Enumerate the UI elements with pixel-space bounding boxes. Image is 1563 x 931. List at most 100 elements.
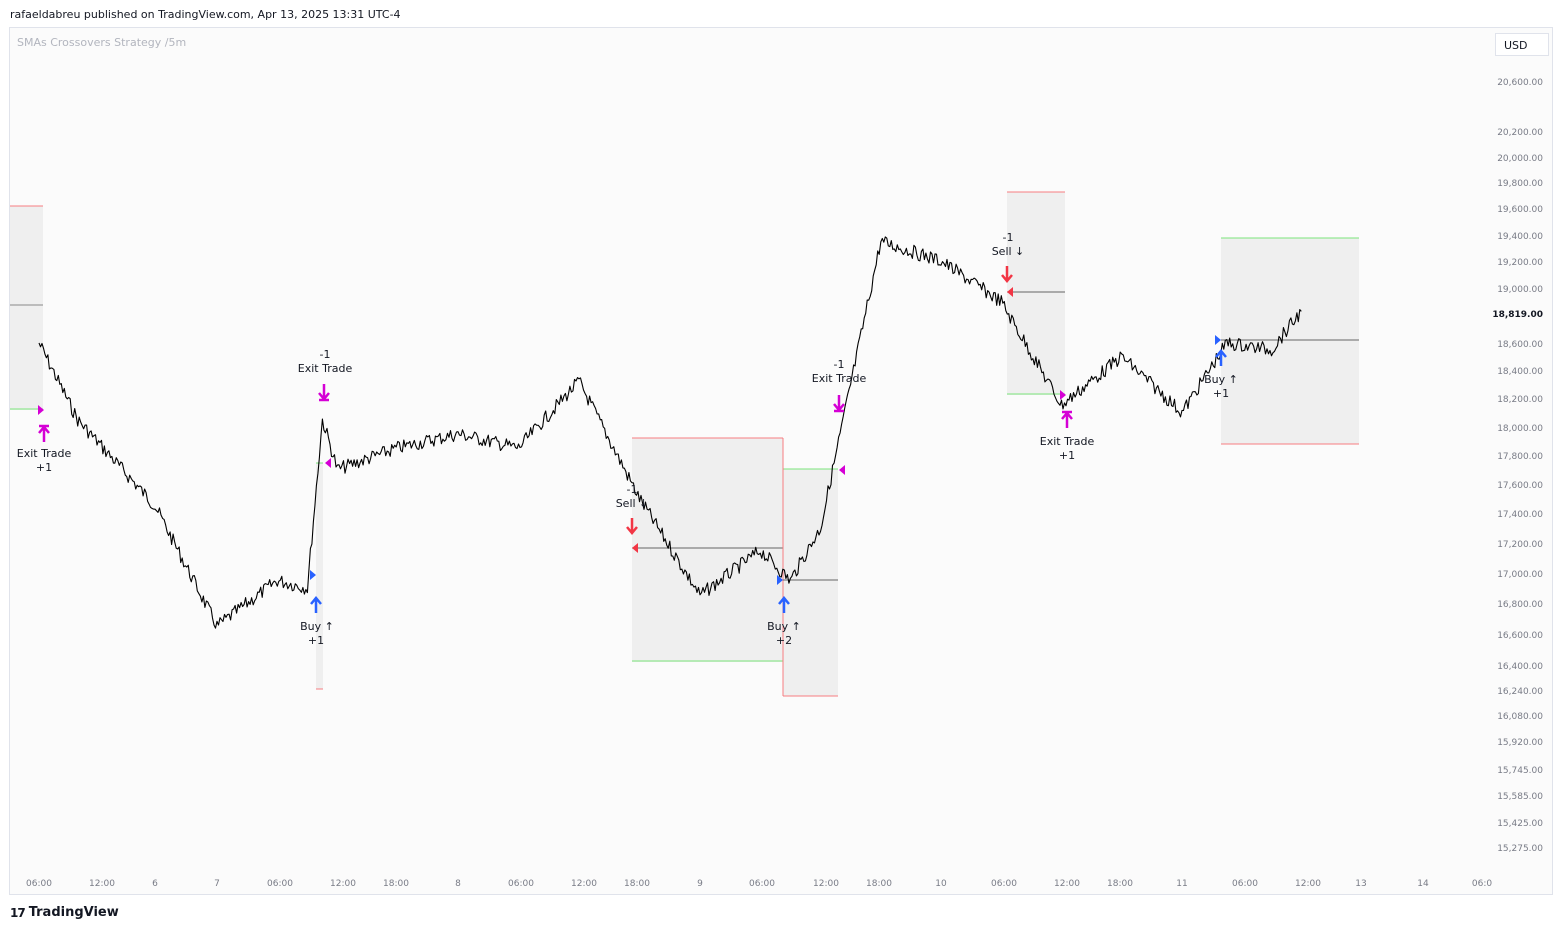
y-tick: 16,400.00 [1497, 662, 1543, 672]
exit-marker-2 [325, 458, 331, 468]
y-tick: 16,800.00 [1497, 600, 1543, 610]
y-tick: 16,080.00 [1497, 712, 1543, 722]
y-tick: 15,745.00 [1497, 766, 1543, 776]
x-tick: 12:00 [813, 879, 839, 889]
x-tick: 06:00 [26, 879, 52, 889]
trade-label: Exit Trade [1040, 435, 1095, 448]
x-axis[interactable]: 06:00 12:00 6 7 06:00 12:00 18:00 8 06:0… [26, 879, 1492, 889]
x-tick: 06:00 [749, 879, 775, 889]
price-series-line [38, 236, 1302, 629]
exit-marker-4 [1060, 390, 1066, 400]
y-tick: 18,200.00 [1497, 395, 1543, 405]
trade-label: Buy ↑ [767, 620, 801, 633]
trade-zones [10, 191, 1359, 697]
trade-label: Sell ↓ [616, 497, 649, 510]
x-tick: 06:00 [267, 879, 293, 889]
x-tick: 12:00 [330, 879, 356, 889]
y-axis[interactable]: 20,600.00 20,200.00 20,000.00 19,800.00 … [1492, 78, 1543, 854]
trade-label: Exit Trade [812, 372, 867, 385]
y-tick: 19,400.00 [1497, 232, 1543, 242]
x-tick: 12:00 [1295, 879, 1321, 889]
y-tick: 17,000.00 [1497, 570, 1543, 580]
last-price-label: 18,819.00 [1492, 310, 1543, 320]
x-tick: 18:00 [624, 879, 650, 889]
y-tick: 18,400.00 [1497, 367, 1543, 377]
x-tick: 12:00 [571, 879, 597, 889]
zone-3 [632, 438, 783, 662]
buy-marker-2 [777, 575, 783, 585]
sell-marker-2 [1007, 287, 1013, 297]
x-tick: 14 [1417, 879, 1429, 889]
x-tick: 06:00 [508, 879, 534, 889]
y-tick: 17,600.00 [1497, 481, 1543, 491]
x-tick: 7 [214, 879, 220, 889]
zone-6 [1221, 238, 1359, 444]
trade-qty: +2 [776, 634, 792, 647]
x-tick: 8 [455, 879, 461, 889]
trade-qty: -1 [1003, 231, 1014, 244]
x-tick: 18:00 [1107, 879, 1133, 889]
x-tick: 13 [1355, 879, 1366, 889]
zone-4 [783, 469, 838, 696]
trade-qty: +1 [308, 634, 324, 647]
y-tick: 19,200.00 [1497, 258, 1543, 268]
y-tick: 15,425.00 [1497, 819, 1543, 829]
buy-arrow-3 [1215, 349, 1227, 366]
trade-label: Exit Trade [17, 447, 72, 460]
x-tick: 9 [697, 879, 703, 889]
trade-qty: +1 [1213, 387, 1229, 400]
trade-qty: +1 [1059, 449, 1075, 462]
y-tick: 17,200.00 [1497, 540, 1543, 550]
buy-marker-3 [1215, 335, 1221, 345]
trade-labels: Exit Trade +1 Buy ↑ +1 Exit Trade -1 Sel… [17, 231, 1238, 647]
zone-1 [10, 206, 43, 410]
x-tick: 06:0 [1472, 879, 1492, 889]
trade-label: Buy ↑ [1204, 373, 1238, 386]
y-tick: 20,000.00 [1497, 154, 1543, 164]
x-tick: 11 [1176, 879, 1187, 889]
buy-arrow-2 [778, 596, 790, 613]
trade-qty: -1 [627, 483, 638, 496]
trade-qty: -1 [834, 358, 845, 371]
y-tick: 15,275.00 [1497, 844, 1543, 854]
zone-2 [316, 463, 323, 689]
buy-arrow-1 [310, 596, 322, 613]
x-tick: 06:00 [1232, 879, 1258, 889]
tradingview-logo-icon: 17 [10, 905, 26, 920]
x-tick: 12:00 [89, 879, 115, 889]
x-tick: 06:00 [991, 879, 1017, 889]
trade-label: Buy ↑ [300, 620, 334, 633]
y-tick: 19,000.00 [1497, 285, 1543, 295]
x-tick: 6 [152, 879, 158, 889]
y-tick: 19,800.00 [1497, 179, 1543, 189]
y-tick: 15,920.00 [1497, 738, 1543, 748]
currency-button[interactable]: USD [1495, 33, 1549, 56]
exit-marker-3 [839, 465, 845, 475]
exit-arrow-1 [38, 424, 50, 442]
sell-arrow-2 [1001, 266, 1013, 283]
trade-label: Exit Trade [298, 362, 353, 375]
zone-5 [1007, 192, 1065, 395]
y-tick: 15,585.00 [1497, 792, 1543, 802]
publish-info: rafaeldabreu published on TradingView.co… [10, 8, 401, 21]
sell-arrow-1 [626, 518, 638, 535]
x-tick: 18:00 [383, 879, 409, 889]
y-tick: 17,400.00 [1497, 510, 1543, 520]
exit-arrow-4 [1061, 410, 1073, 428]
trade-qty: +1 [36, 461, 52, 474]
exit-arrow-2 [318, 384, 330, 402]
y-tick: 16,600.00 [1497, 631, 1543, 641]
x-tick: 10 [935, 879, 947, 889]
buy-marker-1 [310, 570, 316, 580]
trade-qty: -1 [320, 348, 331, 361]
trade-markers [38, 266, 1227, 613]
y-tick: 18,000.00 [1497, 424, 1543, 434]
footer-brand[interactable]: 17 TradingView [10, 905, 119, 920]
x-tick: 18:00 [866, 879, 892, 889]
study-title: SMAs Crossovers Strategy /5m [17, 36, 187, 49]
y-tick: 16,240.00 [1497, 687, 1543, 697]
trade-label: Sell ↓ [992, 245, 1025, 258]
exit-marker-1 [38, 405, 44, 415]
exit-arrow-3 [833, 395, 845, 413]
